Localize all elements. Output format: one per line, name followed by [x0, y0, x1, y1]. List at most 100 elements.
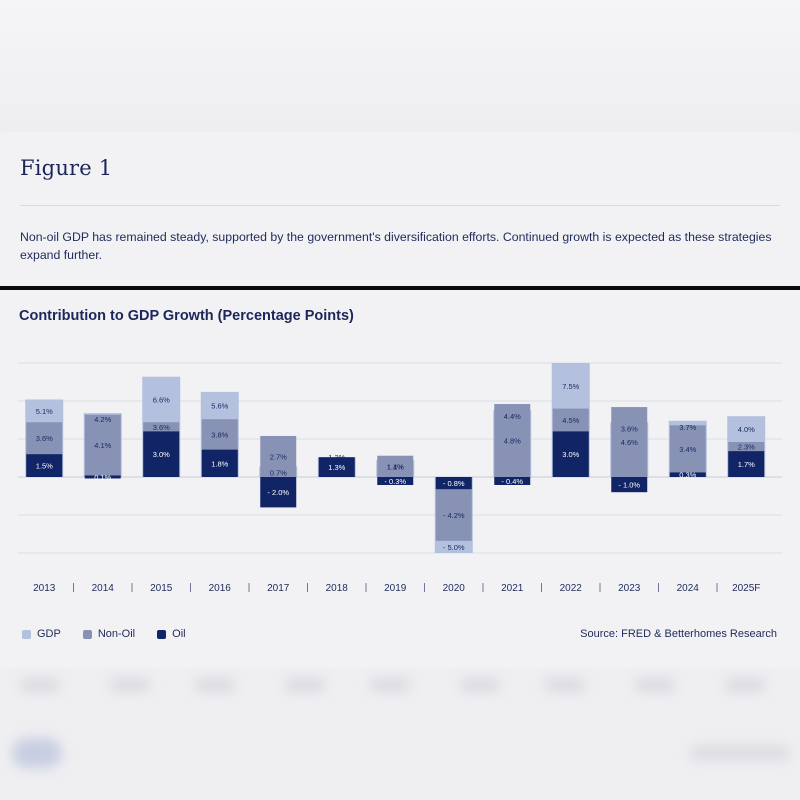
bar-oil [260, 477, 297, 508]
x-tick-label: 2014 [92, 583, 115, 594]
data-label-oil: 1.5% [36, 462, 53, 471]
data-label-gdp: 7.5% [562, 382, 579, 391]
data-label-gdp: 6.6% [153, 395, 170, 404]
legend-label-non-oil: Non-Oil [97, 628, 136, 640]
data-label-oil: 1.3% [328, 463, 345, 472]
data-label-oil: 1.8% [211, 459, 228, 468]
data-label-gdp: 3.7% [679, 423, 696, 432]
data-label-oil: - 0.4% [501, 477, 523, 486]
bar-oil [377, 477, 414, 485]
bar-oil [494, 477, 531, 485]
x-tick-label: 2025F [732, 583, 760, 594]
data-label-oil: - 0.8% [443, 479, 465, 488]
data-label-non-oil: 4.1% [94, 441, 111, 450]
gdp-contribution-chart: 5.1% 3.6% 1.5% 2013 4.2% 4.1% 0.1% 2014 6.6% 3.6%… [18, 362, 782, 594]
data-label-gdp: 4.0% [738, 425, 755, 434]
x-tick-label: 2017 [267, 583, 290, 594]
background-top [0, 0, 800, 132]
data-label-gdp: - 5.0% [443, 543, 465, 552]
figure-title: Figure 1 [20, 156, 113, 180]
data-label-gdp: 3.6% [621, 424, 638, 433]
x-tick-label: 2016 [209, 583, 232, 594]
blurred-shape [285, 678, 325, 692]
x-tick-label: 2019 [384, 583, 407, 594]
data-label-non-oil: 3.6% [153, 423, 170, 432]
bar-oil [26, 454, 63, 477]
bar-non-oil [669, 425, 706, 477]
figure-description: Non-oil GDP has remained steady, support… [20, 230, 772, 262]
data-label-oil: 3.0% [153, 450, 170, 459]
data-label-non-oil: 1.3% [328, 453, 345, 462]
data-label-oil: 0.3% [679, 471, 696, 480]
data-label-oil: - 0.3% [384, 477, 406, 486]
legend-item-gdp: GDP [22, 628, 61, 640]
data-label-oil: 1.7% [738, 460, 755, 469]
x-tick-label: 2013 [33, 583, 56, 594]
bar-non-oil [84, 414, 121, 477]
chart-source: Source: FRED & Betterhomes Research [580, 628, 777, 640]
data-label-gdp: 4.4% [504, 412, 521, 421]
x-tick-label: 2023 [618, 583, 641, 594]
x-tick-label: 2015 [150, 583, 173, 594]
x-tick-label: 2021 [501, 583, 524, 594]
blurred-shape [460, 678, 500, 692]
legend-swatch-non-oil [82, 629, 92, 639]
data-label-oil: 3.0% [562, 450, 579, 459]
x-tick-label: 2024 [677, 583, 700, 594]
legend-swatch-oil [157, 629, 167, 639]
data-label-gdp: 0.7% [270, 468, 287, 477]
x-tick-label: 2022 [560, 583, 583, 594]
legend-label-oil: Oil [172, 628, 186, 640]
data-label-non-oil: 2.3% [738, 443, 755, 452]
bar-non-oil [611, 407, 648, 477]
data-label-non-oil: 4.5% [562, 416, 579, 425]
bar-non-oil [260, 435, 297, 477]
data-label-gdp: 1.1% [387, 462, 404, 471]
bar-oil [611, 477, 648, 493]
chart-card: Contribution to GDP Growth (Percentage P… [0, 290, 800, 666]
bar-oil [84, 475, 121, 479]
blurred-shape [195, 678, 235, 692]
data-label-non-oil: - 4.2% [443, 511, 465, 520]
bar-oil [669, 472, 706, 477]
data-label-non-oil: 2.7% [270, 452, 287, 461]
bar-non-oil [494, 404, 531, 477]
x-tick-label: 2020 [443, 583, 466, 594]
bar-oil [728, 451, 765, 477]
data-label-non-oil: 3.4% [679, 445, 696, 454]
data-label-non-oil: 4.8% [504, 437, 521, 446]
header-divider [20, 205, 780, 206]
data-label-gdp: 5.1% [36, 407, 53, 416]
blurred-shape [545, 678, 585, 692]
blurred-footer [0, 668, 800, 800]
bar-non-oil [377, 455, 414, 477]
chart-legend: GDP Non-Oil Oil [22, 628, 208, 640]
chart-title: Contribution to GDP Growth (Percentage P… [19, 308, 354, 324]
data-label-non-oil: 1.4% [387, 462, 404, 471]
blurred-shape [110, 678, 150, 692]
blurred-shape [725, 678, 765, 692]
data-label-gdp: 5.6% [211, 402, 228, 411]
blurred-shape [690, 746, 790, 760]
data-label-gdp: 4.2% [94, 415, 111, 424]
legend-item-oil: Oil [157, 628, 186, 640]
bar-oil [435, 477, 472, 490]
data-label-oil: - 1.0% [618, 481, 640, 490]
legend-label-gdp: GDP [37, 628, 61, 640]
figure-header-card: Figure 1 Non-oil GDP has remained steady… [0, 132, 800, 284]
section-divider [0, 286, 800, 290]
data-label-oil: 0.1% [94, 473, 111, 482]
data-label-gdp: 1.3% [328, 459, 345, 468]
legend-swatch-gdp [22, 629, 31, 639]
blurred-shape [635, 678, 675, 692]
data-label-non-oil: 3.8% [211, 430, 228, 439]
blurred-shape [20, 678, 60, 692]
blurred-shape [370, 678, 410, 692]
data-label-non-oil: 3.6% [36, 434, 53, 443]
bar-oil [552, 431, 589, 477]
legend-item-non-oil: Non-Oil [82, 628, 136, 640]
bar-oil [143, 431, 180, 477]
bar-oil [318, 457, 355, 477]
x-tick-label: 2018 [326, 583, 349, 594]
blurred-shape [12, 738, 62, 768]
